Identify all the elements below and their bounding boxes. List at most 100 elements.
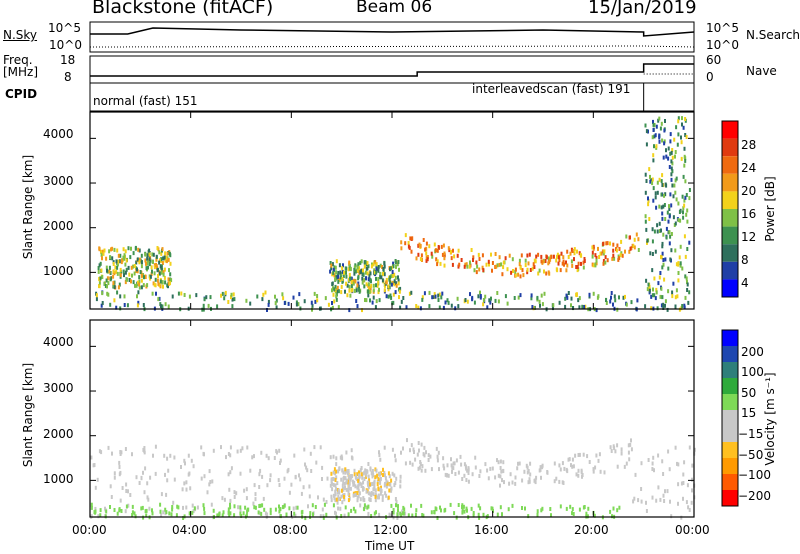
power-cell — [644, 219, 647, 224]
power-cell — [685, 193, 688, 197]
power-cell — [438, 305, 441, 310]
power-cell — [573, 247, 576, 252]
power-cell — [119, 253, 122, 258]
power-cell — [494, 252, 497, 256]
power-cell — [500, 262, 503, 267]
velocity-cell — [477, 503, 480, 508]
velocity-cell — [127, 503, 130, 508]
velocity-cell — [376, 482, 379, 487]
power-cell — [157, 274, 159, 278]
power-cell — [494, 298, 497, 303]
velocity-cell — [366, 469, 369, 474]
velocity-cell — [312, 512, 314, 517]
power-cell — [124, 280, 127, 285]
velocity-cell — [230, 466, 233, 471]
power-cell — [508, 253, 511, 258]
power-cell — [161, 280, 164, 285]
velocity-cell — [348, 475, 351, 479]
power-cell — [163, 275, 166, 280]
velocity-cell — [361, 475, 364, 480]
power-cell — [169, 272, 172, 277]
velocity-cell — [486, 468, 489, 473]
power-cb-tick-16: 16 — [741, 207, 757, 221]
power-cell — [651, 239, 654, 244]
power-cell — [375, 276, 377, 281]
velocity-cell — [175, 513, 178, 518]
power-cell — [116, 265, 119, 270]
velocity-cell — [337, 496, 340, 501]
power-cell — [650, 306, 653, 311]
power-cell — [466, 299, 469, 304]
power-cell — [647, 282, 650, 287]
velocity-cell — [511, 503, 514, 508]
power-cell — [609, 299, 612, 304]
power-cell — [647, 129, 649, 134]
power-cell — [385, 280, 388, 285]
velocity-cell — [344, 470, 347, 475]
power-cell — [103, 281, 106, 286]
velocity-cell — [160, 492, 163, 497]
power-cell — [565, 293, 568, 298]
velocity-cell — [364, 475, 367, 479]
velocity-cell — [365, 472, 368, 477]
power-cell — [398, 295, 400, 300]
velocity-cell — [265, 453, 268, 458]
xtick-2: 08:00 — [273, 523, 308, 537]
power-cell — [566, 295, 569, 300]
power-cell — [99, 261, 102, 266]
velocity-cell — [165, 510, 168, 515]
velocity-cell — [259, 468, 262, 473]
power-cell — [369, 278, 372, 283]
power-cell — [479, 294, 482, 298]
power-cell — [625, 302, 628, 307]
velocity-cell — [321, 465, 324, 470]
power-cell — [653, 229, 656, 234]
power-cell — [647, 198, 650, 203]
velocity-cell — [110, 495, 113, 499]
power-cell — [444, 300, 447, 305]
power-cell — [394, 260, 397, 265]
power-cell — [103, 248, 106, 253]
power-cell — [572, 306, 574, 310]
velocity-cell — [497, 460, 500, 465]
power-cell — [675, 262, 678, 267]
velocity-cell — [357, 488, 360, 493]
velocity-cell — [350, 474, 352, 479]
velocity-cell — [587, 506, 590, 511]
power-cell — [408, 291, 411, 296]
power-cell — [331, 288, 333, 293]
power-cell — [636, 298, 639, 303]
velocity-cell — [340, 488, 343, 493]
power-cell — [597, 294, 600, 299]
velocity-cell — [487, 476, 490, 481]
power-cell — [651, 135, 654, 140]
velocity-cell — [326, 476, 329, 481]
velocity-cell — [395, 499, 398, 504]
power-cell — [130, 279, 132, 284]
velocity-cell — [412, 447, 415, 452]
power-cell — [370, 283, 373, 288]
power-cell — [392, 292, 395, 297]
power-cell — [454, 306, 457, 311]
power-cell — [660, 179, 663, 184]
velocity-cell — [278, 504, 280, 509]
velocity-cell — [418, 448, 420, 453]
power-cell — [95, 293, 98, 298]
velocity-cell — [676, 461, 678, 466]
power-cell — [138, 275, 141, 280]
power-cell — [138, 282, 141, 287]
power-colorbar-segment — [722, 279, 738, 297]
power-cell — [119, 267, 122, 272]
velocity-cell — [496, 512, 499, 517]
power-cell — [595, 255, 598, 260]
power-cell — [337, 271, 340, 275]
velocity-cell — [93, 463, 96, 467]
velocity-cell — [627, 443, 630, 448]
power-cell — [342, 274, 345, 278]
power-cell — [161, 247, 164, 252]
power-cell — [686, 219, 689, 224]
power-cell — [584, 304, 587, 309]
power-cell — [556, 252, 559, 257]
velocity-cell — [288, 490, 291, 495]
power-cell — [330, 263, 333, 268]
